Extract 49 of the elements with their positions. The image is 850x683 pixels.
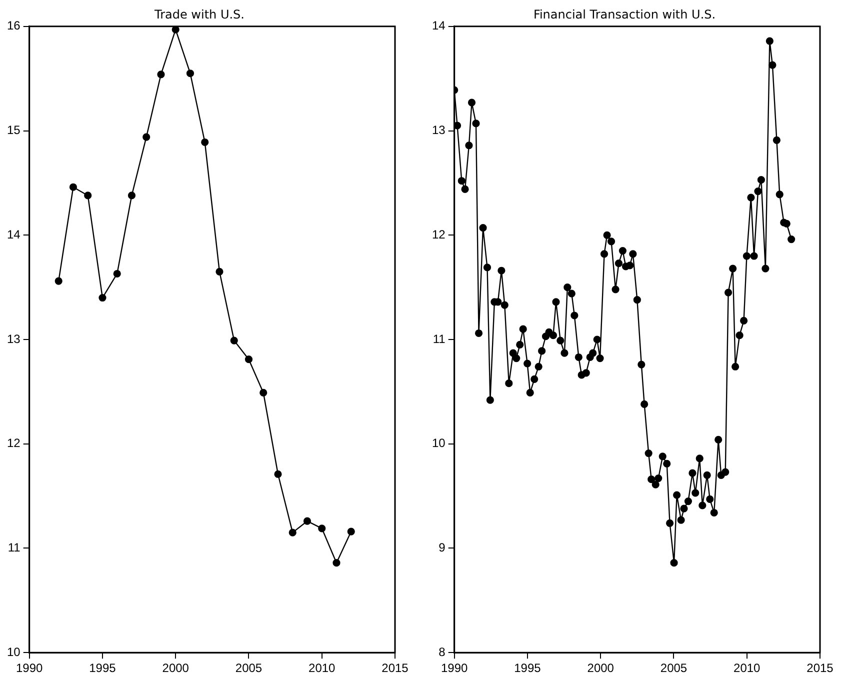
y-tick-label: 8 [438, 644, 446, 659]
x-tick-label: 2000 [162, 661, 190, 676]
point [201, 138, 209, 146]
x-tick-label: 1995 [514, 661, 542, 676]
y-tick-label: 13 [432, 123, 446, 138]
x-tick-label: 2015 [382, 661, 409, 676]
point [186, 70, 194, 78]
y-tick-label: 9 [438, 540, 446, 555]
x-tick-label: 2000 [587, 661, 614, 676]
x-tick-label: 2010 [734, 661, 761, 676]
x-tick-label: 2015 [806, 661, 834, 676]
point [142, 133, 150, 141]
x-tick-label: 2005 [660, 661, 688, 676]
point [260, 388, 268, 397]
y-tick-label: 14 [432, 18, 446, 33]
point [303, 517, 312, 525]
point [244, 356, 253, 364]
point [318, 524, 326, 532]
x-tick-label: 2010 [308, 661, 336, 676]
y-tick-label: 11 [8, 540, 21, 555]
point [98, 294, 106, 302]
y-tick-label: 10 [432, 436, 446, 450]
y-tick-label: 14 [6, 227, 21, 242]
point [54, 277, 62, 285]
y-tick-label: 12 [6, 436, 21, 450]
point [69, 183, 78, 191]
y-tick-label: 10 [6, 644, 21, 659]
chart-title: Trade with U.S. [154, 7, 244, 22]
y-tick-label: 15 [6, 123, 21, 138]
point [84, 192, 92, 200]
y-tick-label: 16 [6, 18, 21, 33]
point [332, 559, 340, 567]
point [216, 268, 224, 276]
point [274, 470, 282, 478]
point [347, 528, 355, 536]
y-tick-label: 11 [432, 332, 446, 346]
point [288, 528, 296, 536]
x-tick-label: 1990 [440, 661, 468, 676]
x-tick-label: 1990 [16, 661, 44, 676]
point [230, 336, 238, 344]
chart-title: Financial Transaction with U.S. [533, 7, 716, 22]
y-tick-label: 12 [432, 227, 446, 242]
point [128, 192, 136, 200]
y-tick-label: 13 [6, 332, 21, 346]
x-tick-label: 2005 [235, 661, 262, 676]
point [113, 270, 121, 278]
point [172, 26, 180, 34]
x-tick-label: 1995 [89, 661, 116, 676]
point [157, 70, 165, 78]
